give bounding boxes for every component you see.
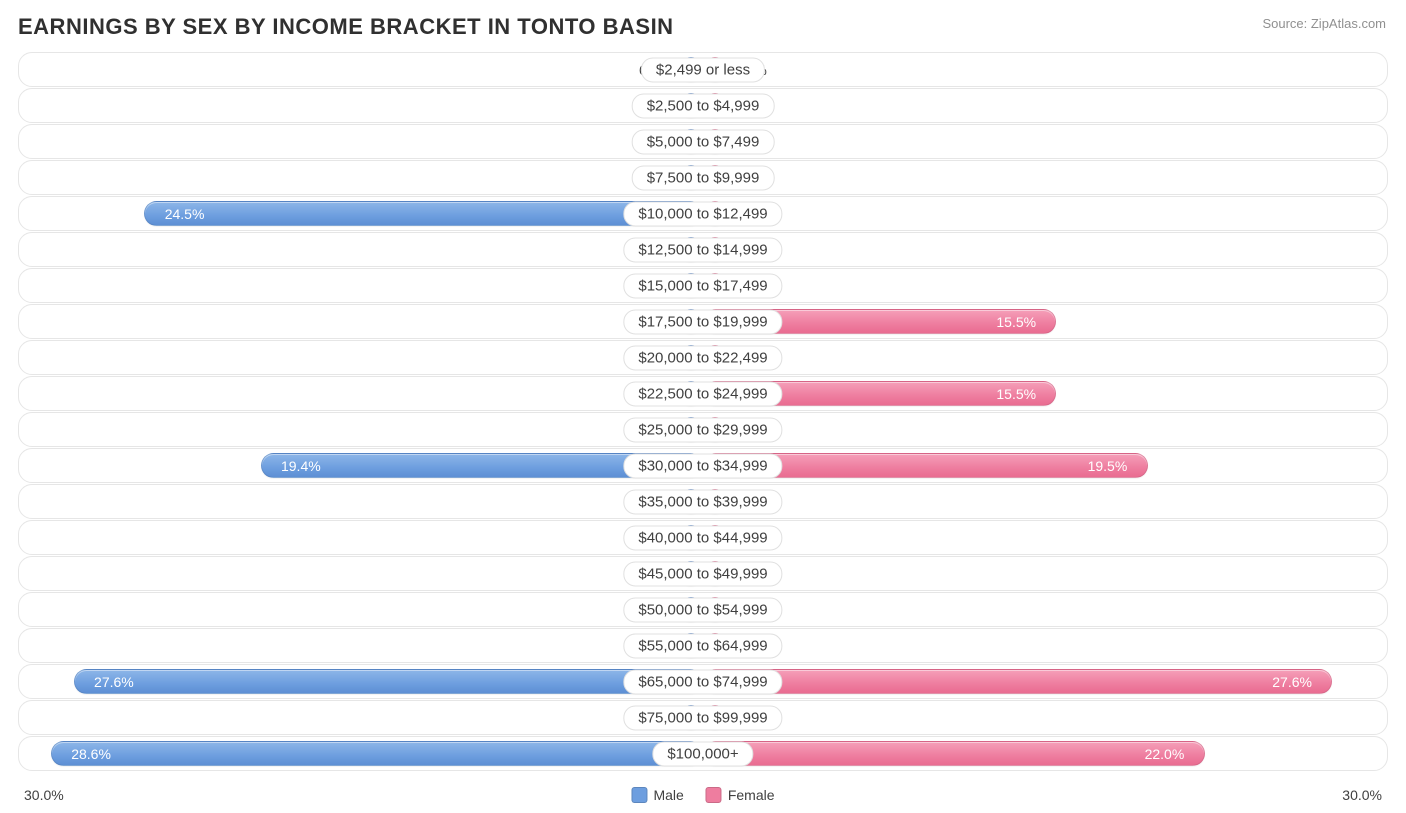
- category-label: $25,000 to $29,999: [623, 417, 782, 442]
- source-attribution: Source: ZipAtlas.com: [1262, 16, 1386, 31]
- category-label: $10,000 to $12,499: [623, 201, 782, 226]
- chart-row: 0.0%0.0%$35,000 to $39,999: [18, 484, 1388, 519]
- category-label: $2,499 or less: [641, 57, 765, 82]
- male-bar: [74, 669, 703, 694]
- chart-row: 0.0%0.0%$2,500 to $4,999: [18, 88, 1388, 123]
- category-label: $7,500 to $9,999: [632, 165, 775, 190]
- category-label: $17,500 to $19,999: [623, 309, 782, 334]
- chart-row: 0.0%15.5%$22,500 to $24,999: [18, 376, 1388, 411]
- legend-swatch: [706, 787, 722, 803]
- axis-max-left: 30.0%: [24, 787, 64, 803]
- female-value: 15.5%: [996, 386, 1036, 402]
- chart-body: 0.0%0.0%$2,499 or less0.0%0.0%$2,500 to …: [18, 52, 1388, 771]
- category-label: $40,000 to $44,999: [623, 525, 782, 550]
- chart-row: 0.0%0.0%$25,000 to $29,999: [18, 412, 1388, 447]
- chart-row: 0.0%0.0%$50,000 to $54,999: [18, 592, 1388, 627]
- male-value: 24.5%: [165, 206, 205, 222]
- male-bar: [51, 741, 703, 766]
- category-label: $65,000 to $74,999: [623, 669, 782, 694]
- female-value: 27.6%: [1272, 674, 1312, 690]
- male-bar: [144, 201, 703, 226]
- category-label: $5,000 to $7,499: [632, 129, 775, 154]
- category-label: $20,000 to $22,499: [623, 345, 782, 370]
- male-value: 27.6%: [94, 674, 134, 690]
- chart-row: 0.0%0.0%$75,000 to $99,999: [18, 700, 1388, 735]
- category-label: $12,500 to $14,999: [623, 237, 782, 262]
- category-label: $50,000 to $54,999: [623, 597, 782, 622]
- chart-row: 0.0%0.0%$12,500 to $14,999: [18, 232, 1388, 267]
- category-label: $55,000 to $64,999: [623, 633, 782, 658]
- category-label: $45,000 to $49,999: [623, 561, 782, 586]
- chart-row: 0.0%0.0%$45,000 to $49,999: [18, 556, 1388, 591]
- female-bar: [703, 669, 1332, 694]
- chart-row: 27.6% 27.6% $65,000 to $74,999: [18, 664, 1388, 699]
- legend-swatch: [631, 787, 647, 803]
- category-label: $22,500 to $24,999: [623, 381, 782, 406]
- female-bar: [703, 741, 1205, 766]
- legend-label: Female: [728, 787, 775, 803]
- chart-row: 0.0%0.0%$40,000 to $44,999: [18, 520, 1388, 555]
- chart-row: 28.6% 22.0% $100,000+: [18, 736, 1388, 771]
- chart-row: 0.0%0.0%$55,000 to $64,999: [18, 628, 1388, 663]
- male-value: 19.4%: [281, 458, 321, 474]
- female-value: 22.0%: [1145, 746, 1185, 762]
- legend: Male Female: [631, 787, 774, 803]
- category-label: $2,500 to $4,999: [632, 93, 775, 118]
- chart-footer: 30.0% Male Female 30.0%: [18, 777, 1388, 803]
- chart-row: 0.0%0.0%$2,499 or less: [18, 52, 1388, 87]
- legend-item: Female: [706, 787, 775, 803]
- legend-item: Male: [631, 787, 683, 803]
- chart-row: 24.5%0.0%$10,000 to $12,499: [18, 196, 1388, 231]
- female-value: 15.5%: [996, 314, 1036, 330]
- chart-row: 0.0%0.0%$15,000 to $17,499: [18, 268, 1388, 303]
- category-label: $15,000 to $17,499: [623, 273, 782, 298]
- male-value: 28.6%: [71, 746, 111, 762]
- chart-row: 0.0%0.0%$20,000 to $22,499: [18, 340, 1388, 375]
- chart-title: EARNINGS BY SEX BY INCOME BRACKET IN TON…: [0, 0, 1406, 40]
- female-value: 19.5%: [1088, 458, 1128, 474]
- chart-row: 0.0%0.0%$5,000 to $7,499: [18, 124, 1388, 159]
- category-label: $30,000 to $34,999: [623, 453, 782, 478]
- axis-max-right: 30.0%: [1342, 787, 1382, 803]
- category-label: $35,000 to $39,999: [623, 489, 782, 514]
- chart-row: 19.4% 19.5% $30,000 to $34,999: [18, 448, 1388, 483]
- chart-row: 0.0%15.5%$17,500 to $19,999: [18, 304, 1388, 339]
- category-label: $75,000 to $99,999: [623, 705, 782, 730]
- category-label: $100,000+: [652, 741, 753, 766]
- chart-row: 0.0%0.0%$7,500 to $9,999: [18, 160, 1388, 195]
- legend-label: Male: [653, 787, 683, 803]
